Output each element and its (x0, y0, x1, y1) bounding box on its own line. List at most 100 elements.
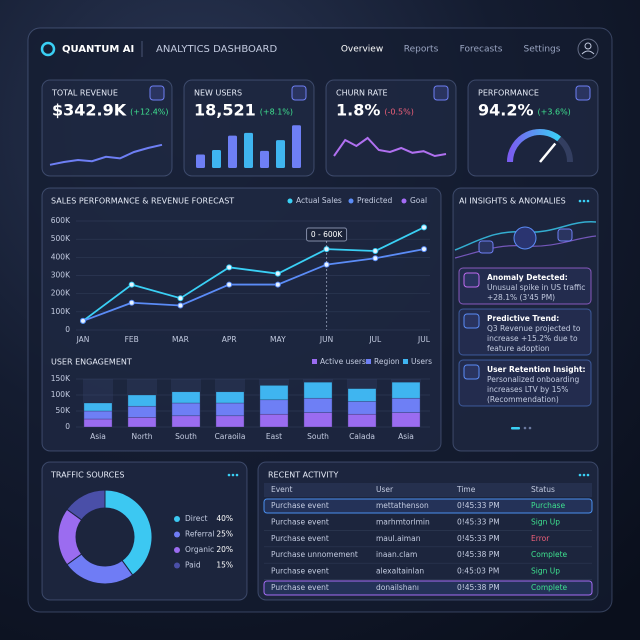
kpi-sparkline (49, 143, 163, 166)
x-tick-label: South (175, 432, 197, 441)
bar-segment (391, 381, 421, 399)
insight-text: Personalized onboarding (487, 375, 579, 384)
kpi-bar (244, 132, 253, 168)
x-tick-label: Caraoila (215, 432, 246, 441)
avatar[interactable] (577, 38, 599, 60)
activity-panel (257, 461, 599, 601)
menu-dots[interactable] (227, 473, 239, 477)
data-point (226, 264, 233, 271)
data-point (177, 295, 184, 302)
kpi-change: (+3.6%) (538, 108, 571, 117)
data-point (274, 281, 281, 288)
insight-icon (463, 272, 480, 288)
value-label: 25% (216, 530, 233, 539)
avatar-body (581, 50, 595, 55)
insight-card[interactable] (458, 267, 592, 305)
table-cell: Complete (531, 583, 568, 592)
table-cell: Error (531, 534, 550, 543)
table-cell: Purchase event (271, 583, 329, 592)
avatar-head (584, 42, 592, 50)
insight-text: feature adoption (487, 344, 550, 353)
bar-segment (259, 399, 289, 415)
value-label: 20% (216, 545, 233, 554)
kpi-bar (228, 135, 237, 168)
data-point (274, 270, 281, 277)
kpi-bar (292, 125, 301, 168)
dashboard-title: ANALYTICS DASHBOARD (156, 44, 277, 55)
kpi-bar (196, 154, 205, 168)
legend-label: Active users (320, 357, 366, 366)
table-cell: Purchase event (271, 501, 329, 510)
insight-text: Unusual spike in US traffic (487, 283, 585, 292)
insight-card[interactable] (458, 308, 592, 356)
panel-title: RECENT ACTIVITY (268, 471, 339, 480)
pager[interactable] (511, 426, 532, 430)
x-tick-label: Calada (349, 432, 375, 441)
bar-segment (127, 405, 157, 418)
nav-link[interactable]: Reports (404, 45, 439, 55)
y-tick-label: 200K (51, 289, 71, 298)
bar-segment (347, 413, 377, 428)
insight-card[interactable] (458, 359, 592, 407)
kpi-bar (260, 150, 269, 168)
bar-segment (303, 412, 333, 428)
legend-label: Region (374, 357, 400, 366)
y-tick-label: 0 (65, 325, 70, 334)
annotation-box (306, 227, 348, 242)
kpi-card (41, 79, 173, 177)
insight-text: increases LTV by 15% (487, 385, 568, 394)
kpi-label: TOTAL REVENUE (51, 89, 118, 98)
legend-label: Paid (185, 561, 201, 570)
legend-swatch (174, 562, 180, 569)
row-highlight (263, 580, 593, 596)
table-cell: 0!45:33 PM (457, 501, 500, 510)
panel-title: AI INSIGHTS & ANOMALIES (459, 197, 566, 206)
data-point (128, 299, 135, 306)
data-point (421, 224, 427, 231)
kpi-change: (-0.5%) (384, 108, 413, 117)
data-point (80, 317, 86, 324)
legend-label: Referral (185, 530, 214, 539)
legend-label: Goal (410, 196, 427, 205)
menu-dots[interactable] (578, 199, 590, 203)
insight-text: Q3 Revenue projected to (487, 324, 581, 333)
bar-segment (347, 388, 377, 402)
x-tick-label: Asia (90, 432, 106, 441)
bar-segment (171, 415, 201, 428)
y-tick-label: 150K (51, 374, 71, 383)
x-tick-label: Asia (398, 432, 414, 441)
kpi-bar (276, 140, 285, 168)
kpi-icon (291, 85, 307, 101)
x-tick-label: JUN (319, 335, 333, 344)
legend-swatch (366, 359, 371, 364)
y-tick-label: 600K (51, 216, 71, 225)
table-cell: maul.aiman (376, 534, 421, 543)
x-tick-label: JUL (417, 335, 431, 344)
x-tick-label: South (307, 432, 329, 441)
gauge-needle (539, 142, 557, 163)
insight-text: +28.1% (3'45 PM) (487, 293, 555, 302)
nav-link[interactable]: Settings (524, 45, 561, 55)
menu-dots[interactable] (578, 473, 590, 477)
bar-segment (391, 412, 421, 428)
kpi-icon (575, 85, 591, 101)
insight-text: increase +15.2% due to (487, 334, 578, 343)
data-point (372, 255, 379, 262)
x-tick-label: FEB (125, 335, 139, 344)
legend-label: Users (411, 357, 432, 366)
value-label: 40% (216, 514, 233, 523)
bar-segment (83, 410, 113, 420)
value-label: 15% (216, 561, 233, 570)
nav-link[interactable]: Overview (341, 45, 383, 55)
insight-orb (513, 226, 537, 250)
table-cell: Purchase event (271, 517, 329, 526)
nav-link[interactable]: Forecasts (460, 45, 503, 55)
table-cell: 0!45:38 PM (457, 583, 500, 592)
insight-icon (463, 313, 480, 329)
table-cell: Purchase unnomement (271, 550, 358, 559)
bar-segment (83, 402, 113, 412)
table-cell: Purchase event (271, 534, 329, 543)
bar-segment (303, 397, 333, 413)
chart-title: SALES PERFORMANCE & REVENUE FORECAST (51, 197, 234, 206)
kpi-icon (149, 85, 165, 101)
